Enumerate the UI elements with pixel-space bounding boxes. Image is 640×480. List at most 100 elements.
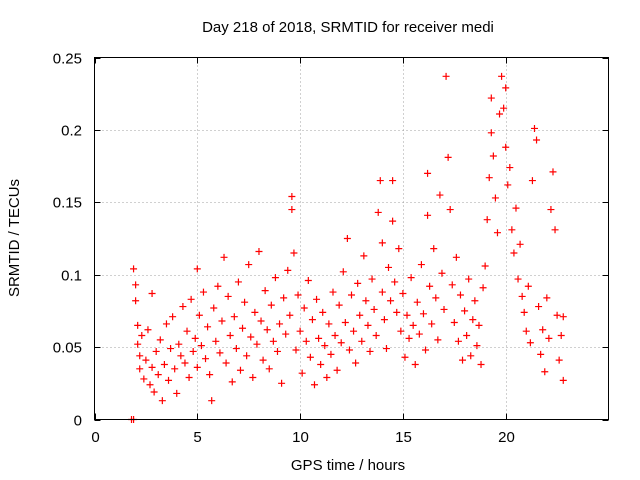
data-point <box>362 297 370 305</box>
data-point <box>331 332 339 340</box>
data-point <box>537 350 545 358</box>
data-point <box>236 366 244 374</box>
data-point <box>516 240 524 248</box>
data-point <box>156 336 164 344</box>
data-point <box>399 290 407 298</box>
data-point <box>313 295 321 303</box>
data-point <box>169 313 177 321</box>
data-point <box>366 347 374 355</box>
data-point <box>358 337 366 345</box>
x-tick-label: 5 <box>193 429 201 446</box>
data-point <box>535 303 543 311</box>
data-point <box>185 374 193 382</box>
data-point <box>502 84 510 92</box>
data-point <box>230 313 238 321</box>
y-axis-label: SRMTID / TECUs <box>6 179 23 297</box>
x-tick-label: 15 <box>395 429 412 446</box>
data-point <box>144 326 152 334</box>
data-point <box>132 281 140 289</box>
data-point <box>428 320 436 328</box>
data-point <box>553 311 561 319</box>
data-point <box>489 152 497 160</box>
data-point <box>374 208 382 216</box>
data-point <box>442 72 450 80</box>
data-point <box>411 360 419 368</box>
data-point <box>140 375 148 383</box>
data-point <box>197 342 205 350</box>
data-point <box>308 316 316 324</box>
data-point <box>471 297 479 305</box>
data-point <box>487 129 495 137</box>
data-point <box>397 327 405 335</box>
data-point <box>510 249 518 257</box>
data-point <box>533 136 541 144</box>
data-point <box>177 352 185 360</box>
y-tick-label: 0.05 <box>53 340 82 357</box>
data-point <box>249 374 257 382</box>
data-point <box>333 366 341 374</box>
data-point <box>559 376 567 384</box>
data-point <box>206 371 214 379</box>
data-point <box>175 340 183 348</box>
data-point <box>498 72 506 80</box>
data-point <box>323 374 331 382</box>
data-point <box>341 318 349 326</box>
data-point <box>352 359 360 367</box>
data-point <box>407 274 415 282</box>
data-point <box>395 245 403 253</box>
data-point <box>354 279 362 287</box>
data-point <box>436 191 444 199</box>
data-point <box>465 275 473 283</box>
data-point <box>136 352 144 360</box>
data-point <box>325 320 333 328</box>
data-point <box>315 334 323 342</box>
data-point <box>547 206 555 214</box>
data-point <box>162 320 170 328</box>
data-point <box>485 174 493 182</box>
chart-title: Day 218 of 2018, SRMTID for receiver med… <box>202 19 494 36</box>
data-point <box>469 316 477 324</box>
data-point <box>290 249 298 257</box>
data-point <box>199 288 207 296</box>
data-point <box>181 359 189 367</box>
data-point <box>267 301 275 309</box>
data-point <box>148 363 156 371</box>
data-point <box>304 276 312 284</box>
data-point <box>239 324 247 332</box>
data-point <box>337 339 345 347</box>
data-point <box>473 342 481 350</box>
data-point <box>321 342 329 350</box>
data-point <box>508 226 516 234</box>
data-point <box>403 311 411 319</box>
data-point <box>228 378 236 386</box>
data-point <box>452 253 460 261</box>
data-point <box>189 347 197 355</box>
data-point <box>454 337 462 345</box>
data-point <box>134 321 142 329</box>
data-point <box>329 288 337 296</box>
data-point <box>284 266 292 274</box>
data-point <box>434 336 442 344</box>
data-point <box>424 169 432 177</box>
data-point <box>446 206 454 214</box>
data-point <box>208 397 216 405</box>
data-point <box>302 337 310 345</box>
data-point <box>500 104 508 112</box>
data-point <box>438 269 446 277</box>
data-point <box>214 282 222 290</box>
data-point <box>263 326 271 334</box>
data-point <box>160 360 168 368</box>
y-tick-label: 0.2 <box>61 123 82 140</box>
data-point <box>549 168 557 176</box>
data-point <box>493 229 501 237</box>
data-point <box>247 333 255 341</box>
y-tick-label: 0.1 <box>61 268 82 285</box>
data-point <box>306 353 314 361</box>
data-point <box>477 360 485 368</box>
x-axis-label: GPS time / hours <box>291 457 405 474</box>
axis-ticks <box>94 57 609 421</box>
data-point <box>232 345 240 353</box>
data-point <box>222 359 230 367</box>
data-point <box>518 292 526 300</box>
